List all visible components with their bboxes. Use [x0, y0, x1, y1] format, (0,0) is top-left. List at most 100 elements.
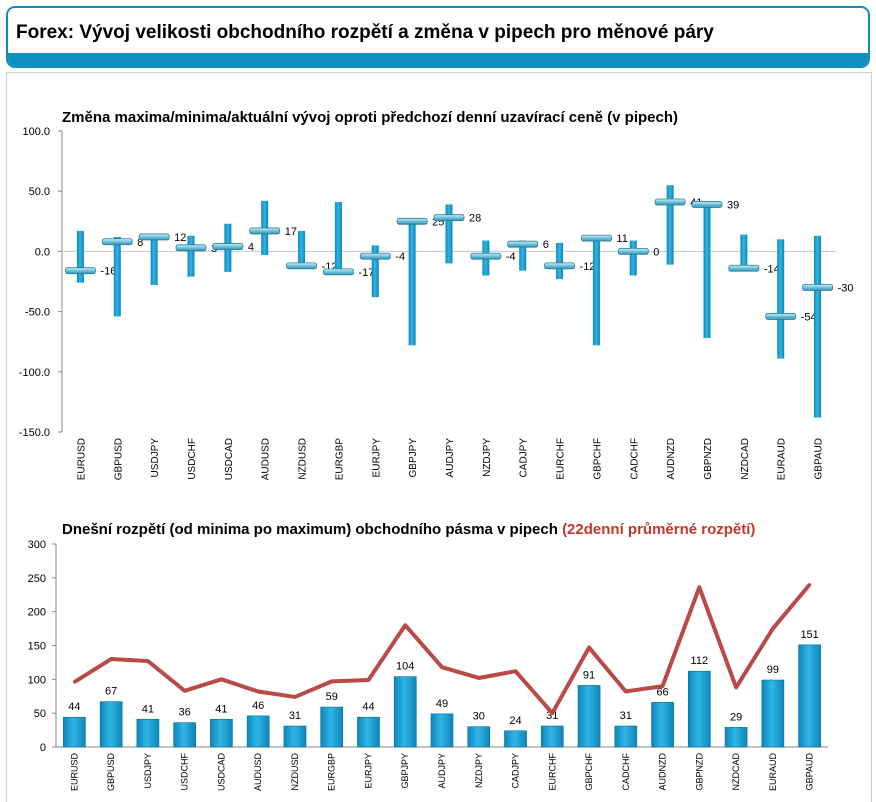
chart2-title-main: Dnešní rozpětí (od minima po maximum) ob…	[62, 521, 558, 538]
chart2-x-tick-label: EURJPY	[363, 753, 373, 789]
chart1-range-bar	[556, 242, 564, 280]
chart2-bar	[688, 670, 711, 748]
chart1-range-bar	[113, 236, 121, 317]
chart2-bar	[136, 718, 160, 748]
chart1-current-marker	[286, 262, 317, 270]
chart1-x-tick-label: NZDJPY	[482, 438, 493, 477]
chart1-x-tick-label: NZDUSD	[298, 438, 309, 480]
chart2-x-tick-label: CADJPY	[511, 753, 521, 789]
chart1-x-tick-label: USDCAD	[224, 438, 235, 480]
chart2-x-tick-label: USDJPY	[143, 753, 153, 789]
chart2-data-label: 30	[473, 711, 485, 723]
chart2-average-point	[550, 711, 554, 715]
chart1-x-tick-label: GBPCHF	[592, 438, 603, 480]
chart2-bar	[210, 718, 233, 748]
chart1-x-tick-label: GBPAUD	[814, 438, 825, 480]
chart2-x-tick-label: GBPUSD	[106, 753, 116, 792]
chart2-x-tick-label: GBPNZD	[694, 753, 704, 791]
chart2-data-label: 112	[691, 655, 709, 667]
chart2-average-point	[661, 684, 665, 688]
chart2-data-label: 31	[546, 710, 558, 722]
chart1-x-tick-label: GBPNZD	[703, 438, 714, 480]
header: Forex: Vývoj velikosti obchodního rozpět…	[6, 6, 870, 68]
chart2-y-tick-label: 100	[28, 674, 46, 686]
chart1-data-label: 11	[616, 233, 627, 245]
chart2-data-label: 59	[326, 691, 338, 703]
chart1-current-marker	[138, 233, 170, 241]
chart2-bar	[724, 727, 748, 748]
chart2-bar	[283, 725, 307, 748]
chart2-title-red: (22denní průměrné rozpětí)	[562, 521, 756, 538]
chart1-x-tick-label: EURGBP	[334, 438, 345, 481]
chart1-y-tick-label: 50.0	[29, 186, 50, 198]
chart2-average-point	[72, 680, 76, 684]
chart2-x-tick-label: EURGBP	[327, 753, 337, 791]
chart2-data-label: 67	[105, 686, 117, 698]
chart2-average-point	[183, 689, 187, 693]
chart2-average-point	[403, 623, 407, 627]
chart1-range-bar	[519, 240, 527, 271]
chart1-current-marker	[581, 234, 612, 242]
chart1-data-label: -54	[801, 311, 817, 323]
chart2-data-label: 31	[289, 710, 301, 722]
chart1-data-label: -14	[764, 263, 780, 275]
chart2-x-tick-label: USDCAD	[216, 753, 226, 792]
chart2-data-label: 99	[767, 664, 779, 676]
chart1-y-tick-label: 100.0	[22, 126, 50, 138]
chart2-bar	[430, 713, 454, 748]
chart2-x-tick-label: GBPAUD	[805, 753, 815, 791]
chart2-bar	[614, 725, 638, 748]
chart2-average-point	[624, 690, 628, 694]
chart2-average-point	[440, 665, 444, 669]
chart2-data-label: 44	[362, 701, 374, 713]
chart2-data-label: 24	[509, 715, 521, 727]
chart1-data-label: -16	[100, 266, 116, 278]
chart2-bar	[540, 725, 564, 748]
chart2-title: Dnešní rozpětí (od minima po maximum) ob…	[62, 521, 755, 538]
chart2-bar	[393, 676, 417, 748]
chart2-data-label: 29	[730, 711, 742, 723]
chart2-x-tick-label: EURAUD	[768, 753, 778, 792]
chart2-bar	[320, 706, 344, 748]
chart1-data-label: 4	[248, 242, 254, 254]
chart1-current-marker	[212, 243, 244, 250]
chart2-x-tick-label: AUDNZD	[658, 753, 668, 791]
chart1-range-bar	[777, 239, 785, 359]
chart1-x-tick-label: CADJPY	[519, 438, 530, 478]
page-title: Forex: Vývoj velikosti obchodního rozpět…	[16, 22, 714, 43]
chart2-y-tick-label: 0	[40, 742, 46, 754]
chart2-average-point	[734, 685, 738, 689]
chart1-x-tick-label: EURCHF	[556, 438, 567, 480]
chart1-range-bar	[629, 240, 637, 276]
chart2-y-tick-label: 200	[28, 607, 46, 619]
chart1-title: Změna maxima/minima/aktuální vývoj oprot…	[62, 109, 679, 126]
chart2-data-label: 44	[68, 701, 80, 713]
chart2-x-tick-label: NZDJPY	[474, 753, 484, 788]
chart1-range-bar	[76, 230, 84, 283]
chart2-data-label: 31	[620, 710, 632, 722]
chart1-range-bar	[703, 203, 711, 339]
chart2-x-tick-label: AUDUSD	[253, 753, 263, 792]
chart1-x-tick-label: AUDUSD	[261, 438, 272, 480]
chart1-y-tick-label: -100.0	[19, 367, 50, 379]
chart1-range-bar	[592, 236, 600, 346]
chart2-bar	[504, 730, 527, 748]
chart2-average-point	[771, 627, 775, 631]
chart1-x-tick-label: NZDCAD	[740, 438, 751, 480]
chart1-x-tick-label: EURUSD	[76, 438, 87, 480]
chart2-bar	[357, 716, 380, 748]
chart1-current-marker	[249, 227, 281, 235]
chart2-x-tick-label: GBPCHF	[584, 753, 594, 791]
chart1-current-marker	[765, 313, 797, 320]
chart1-current-marker	[728, 264, 760, 272]
chart1-data-label: 28	[469, 213, 481, 225]
chart2-data-label: 36	[179, 707, 191, 719]
chart1-data-label: -12	[580, 261, 596, 273]
chart1-current-marker	[433, 214, 465, 222]
chart1-x-tick-label: GBPJPY	[408, 438, 419, 478]
chart1-data-label: 39	[727, 199, 739, 211]
chart1-range-bar	[334, 202, 342, 272]
chart1-current-marker	[359, 252, 391, 260]
chart2-data-label: 41	[215, 703, 227, 715]
chart1-range-bar	[666, 185, 674, 265]
